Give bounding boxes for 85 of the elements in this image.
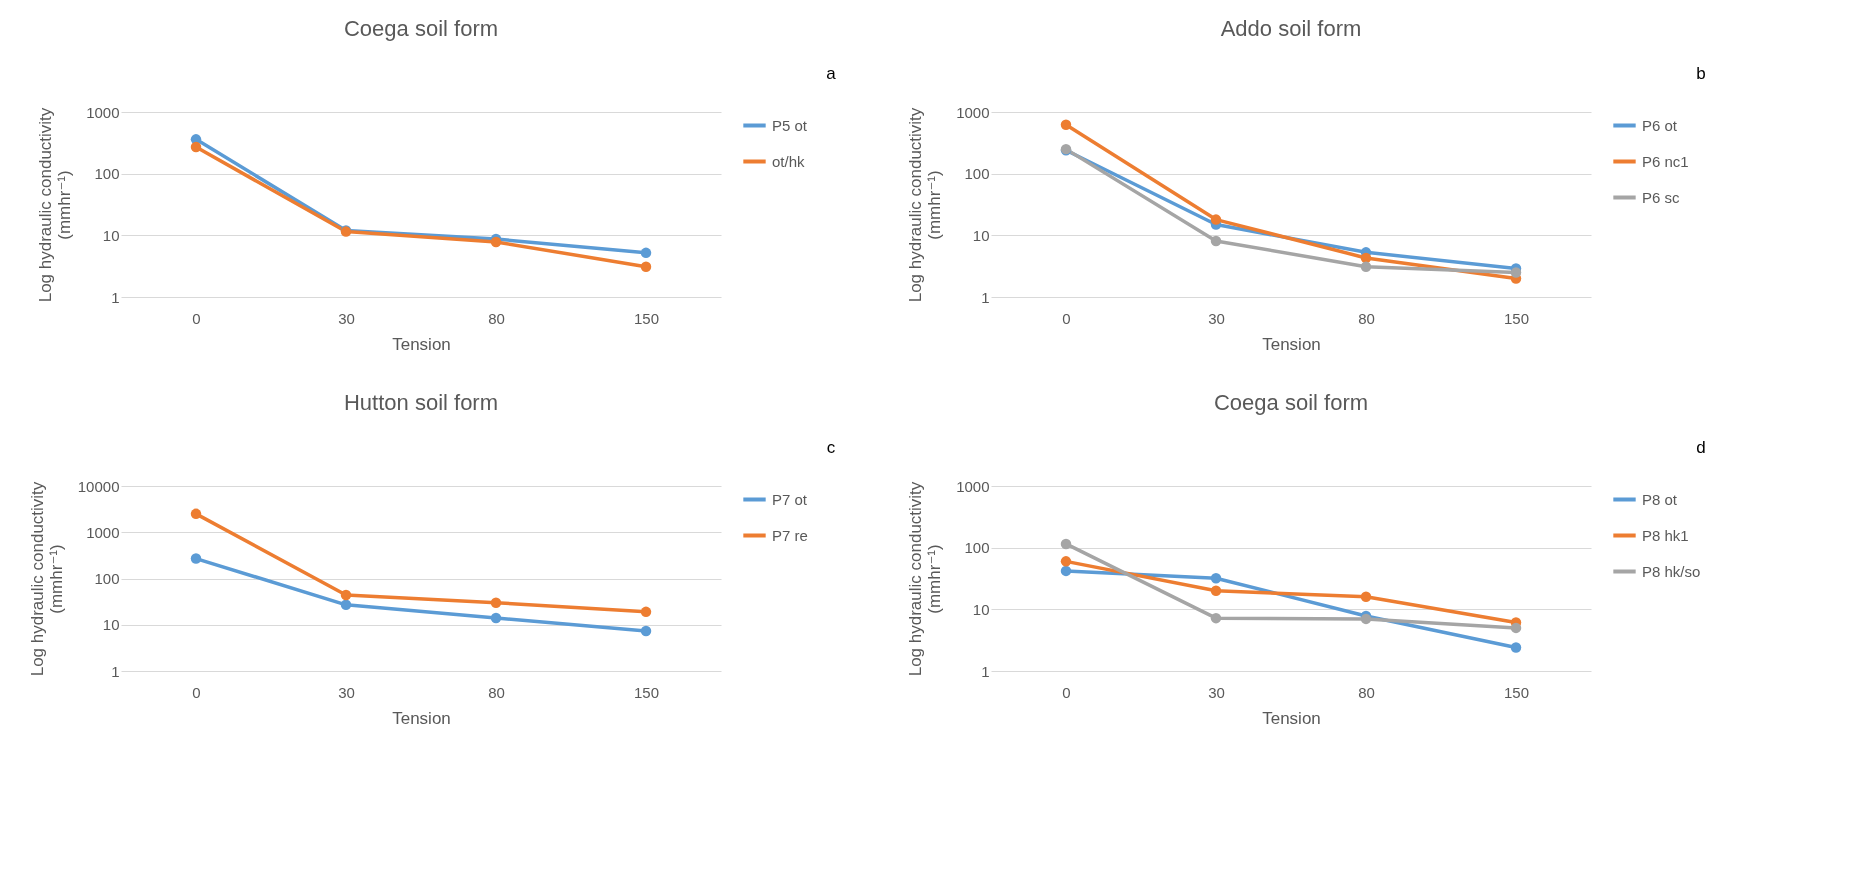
- y-axis-title: Log hydraulic conductivity (mmhr⁻¹): [36, 107, 75, 303]
- y-tick-label: 10: [102, 226, 120, 244]
- point: [1060, 556, 1072, 567]
- chart-title: Addo soil form: [1220, 16, 1362, 41]
- point: [640, 606, 652, 618]
- point: [640, 261, 652, 272]
- point: [340, 599, 352, 611]
- x-tick-label: 80: [488, 683, 505, 701]
- x-tick-label: 80: [1358, 309, 1375, 327]
- x-tick-label: 150: [633, 683, 660, 701]
- point: [640, 247, 652, 259]
- x-tick-label: 150: [1503, 683, 1530, 701]
- y-tick-label: 100: [964, 165, 990, 183]
- x-tick-label: 0: [1062, 309, 1071, 327]
- x-tick-label: 150: [1503, 309, 1530, 327]
- x-tick-label: 0: [192, 683, 201, 701]
- x-tick-label: 30: [1208, 683, 1225, 701]
- legend-label: P8 hk/so: [1642, 562, 1701, 580]
- chart-title: Coega soil form: [343, 16, 499, 41]
- text: d: [1696, 438, 1706, 457]
- point: [1510, 622, 1522, 634]
- y-tick-label: 1: [981, 662, 990, 680]
- y-axis-title: Log hydraulic conductivity (mmhr⁻¹): [906, 481, 945, 677]
- point: [640, 625, 652, 637]
- y-tick-label: 1: [111, 662, 120, 680]
- text: b: [1696, 64, 1706, 83]
- x-tick-label: 80: [488, 309, 505, 327]
- legend-label: P6 nc1: [1642, 152, 1689, 170]
- point: [490, 597, 502, 608]
- legend-label: ot/hk: [772, 152, 806, 170]
- y-axis-title: Log hydraulic conductivity (mmhr⁻¹): [27, 481, 66, 677]
- x-tick-label: 30: [1208, 309, 1225, 327]
- point: [1060, 565, 1072, 577]
- y-tick-label: 100: [94, 570, 120, 587]
- y-tick-label: 100: [964, 539, 990, 557]
- y-tick-label: 10000: [77, 477, 120, 495]
- point: [190, 553, 202, 564]
- y-tick-label: 1000: [86, 103, 120, 121]
- point: [1360, 261, 1372, 272]
- y-tick-label: 10: [972, 226, 990, 244]
- x-axis-title: Tension: [392, 708, 451, 728]
- y-axis-title: Log hydraulic conductivity (mmhr⁻¹): [906, 107, 945, 303]
- point: [1510, 642, 1522, 653]
- point: [340, 589, 352, 601]
- point: [490, 612, 502, 624]
- point: [1510, 267, 1522, 278]
- point: [1210, 235, 1222, 247]
- point: [190, 508, 202, 520]
- legend-label: P8 ot: [1642, 490, 1678, 508]
- legend-label: P7 re: [772, 526, 808, 544]
- y-tick-label: 100: [94, 165, 120, 183]
- point: [1210, 214, 1222, 225]
- x-tick-label: 30: [338, 309, 355, 327]
- legend-label: P7 ot: [772, 490, 808, 508]
- point: [1210, 572, 1222, 584]
- x-axis-title: Tension: [392, 334, 451, 354]
- x-tick-label: 150: [633, 309, 660, 327]
- y-tick-label: 1: [981, 288, 990, 306]
- legend-label: P6 sc: [1642, 188, 1681, 206]
- x-tick-label: 0: [1062, 683, 1071, 701]
- legend-label: P8 hk1: [1642, 526, 1689, 544]
- x-tick-label: 0: [192, 309, 201, 327]
- x-tick-label: 80: [1358, 683, 1375, 701]
- y-tick-label: 1000: [956, 103, 990, 121]
- y-tick-label: 1: [111, 288, 120, 306]
- y-tick-label: 1000: [86, 523, 120, 541]
- x-tick-label: 30: [338, 683, 355, 701]
- chart-title: Coega soil form: [1213, 390, 1369, 415]
- legend-label: P6 ot: [1642, 116, 1678, 134]
- point: [190, 141, 202, 153]
- text: c: [826, 438, 836, 457]
- y-tick-label: 1000: [956, 477, 990, 495]
- y-tick-label: 10: [102, 616, 120, 634]
- x-axis-title: Tension: [1262, 334, 1321, 354]
- point: [1210, 612, 1222, 624]
- text: a: [826, 64, 837, 83]
- x-axis-title: Tension: [1262, 708, 1321, 728]
- point: [1360, 591, 1372, 602]
- y-tick-label: 10: [972, 600, 990, 618]
- point: [1210, 585, 1222, 596]
- point: [1060, 119, 1072, 131]
- chart-title: Hutton soil form: [343, 390, 499, 415]
- point: [1360, 252, 1372, 264]
- legend-label: P5 ot: [772, 116, 808, 134]
- point: [1060, 538, 1072, 550]
